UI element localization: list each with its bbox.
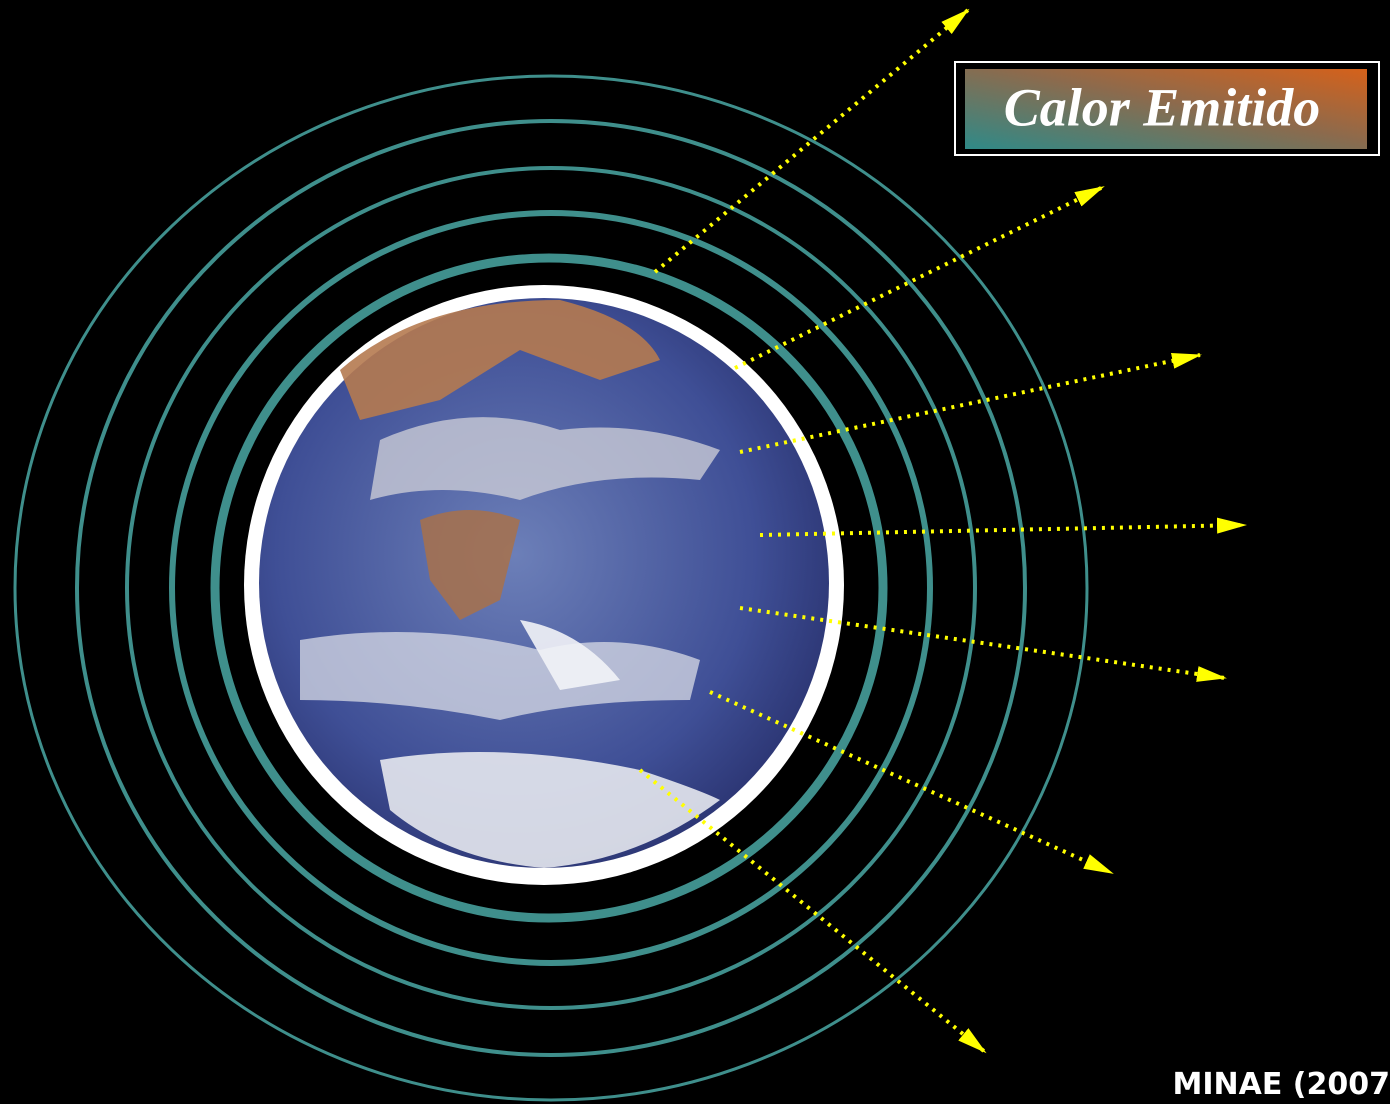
ring xyxy=(125,166,977,1010)
credit: MINAE (2007 xyxy=(1173,1067,1390,1102)
arrow xyxy=(739,606,1227,682)
arrow xyxy=(739,352,1202,454)
ring xyxy=(210,253,888,923)
rings xyxy=(13,74,1089,1102)
arrow xyxy=(638,768,987,1054)
earth xyxy=(259,298,829,868)
arrow xyxy=(709,690,1114,875)
heat-arrows xyxy=(638,8,1247,1054)
ring xyxy=(13,74,1089,1102)
label: Calor Emitido xyxy=(1004,77,1321,137)
ring xyxy=(169,210,933,966)
ring xyxy=(75,119,1027,1057)
label-box xyxy=(965,69,1367,149)
